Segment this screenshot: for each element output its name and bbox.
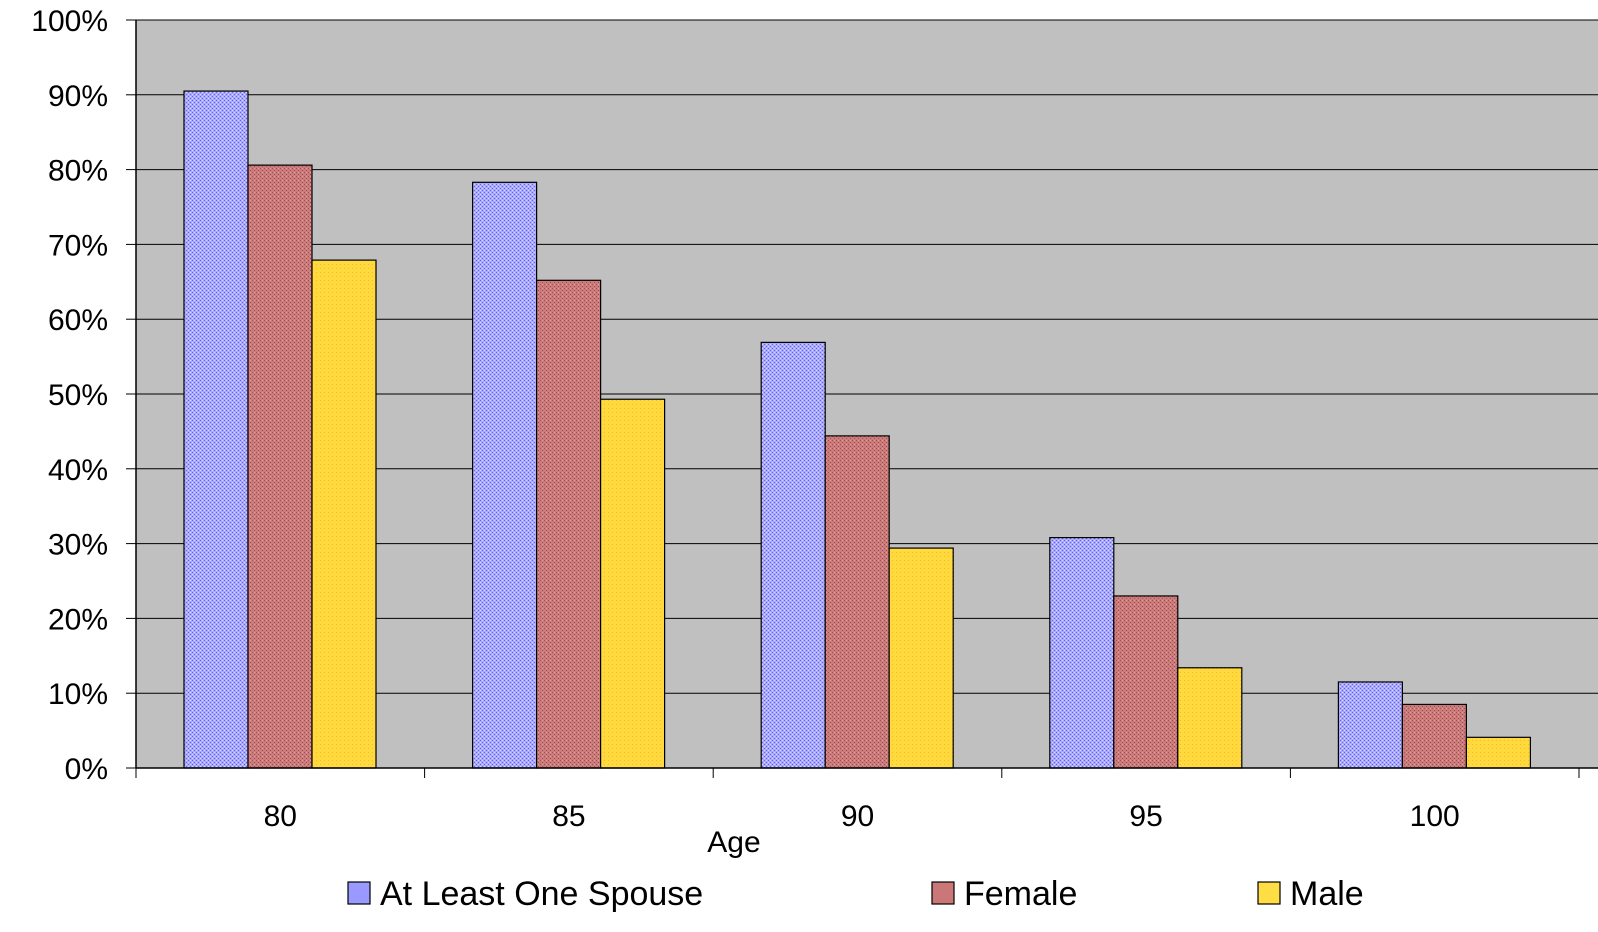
- bar: [1113, 595, 1179, 769]
- bar: [1337, 681, 1404, 769]
- bar: [183, 90, 249, 769]
- bar: [888, 547, 954, 769]
- legend-swatch: [931, 881, 955, 905]
- bar: [1049, 537, 1115, 769]
- y-tick-label: 50%: [48, 379, 108, 412]
- legend-label: At Least One Spouse: [380, 875, 703, 913]
- y-tick-label: 70%: [48, 229, 108, 262]
- bar: [311, 259, 377, 769]
- axes: [126, 19, 1598, 778]
- legend: At Least One Spouse Female Male: [347, 875, 1364, 913]
- legend-label: Male: [1290, 875, 1364, 913]
- bar: [1177, 667, 1243, 769]
- y-tick-label: 60%: [48, 304, 108, 337]
- bar: [472, 181, 538, 769]
- bar: [760, 341, 826, 769]
- y-tick-label: 10%: [48, 678, 108, 711]
- x-tick-label: 85: [552, 800, 585, 833]
- bar: [247, 164, 313, 769]
- legend-label: Female: [964, 875, 1077, 913]
- legend-swatch: [347, 881, 371, 905]
- bar: [1401, 703, 1468, 769]
- y-tick-label: 90%: [48, 80, 108, 113]
- y-tick-label: 80%: [48, 155, 108, 188]
- y-tick-label: 40%: [48, 454, 108, 487]
- y-tick-label: 20%: [48, 603, 108, 636]
- bar: [1465, 736, 1532, 769]
- x-tick-label: 100: [1410, 800, 1460, 833]
- x-axis-title: Age: [707, 826, 760, 859]
- y-tick-label: 30%: [48, 529, 108, 562]
- bar: [824, 435, 890, 769]
- x-tick-label: 80: [264, 800, 297, 833]
- y-tick-labels: 0% 10% 20% 30% 40% 50% 60% 70% 80% 90% 100%: [31, 5, 108, 786]
- y-tick-label: 100%: [31, 5, 108, 38]
- bars: [183, 90, 1532, 769]
- x-tick-label: 95: [1129, 800, 1162, 833]
- x-tick-label: 90: [841, 800, 874, 833]
- y-tick-label: 0%: [65, 753, 108, 786]
- bar: [535, 279, 602, 769]
- bar: [599, 398, 666, 769]
- x-tick-labels: 80 85 90 95 100: [264, 800, 1460, 833]
- legend-swatch: [1257, 881, 1281, 905]
